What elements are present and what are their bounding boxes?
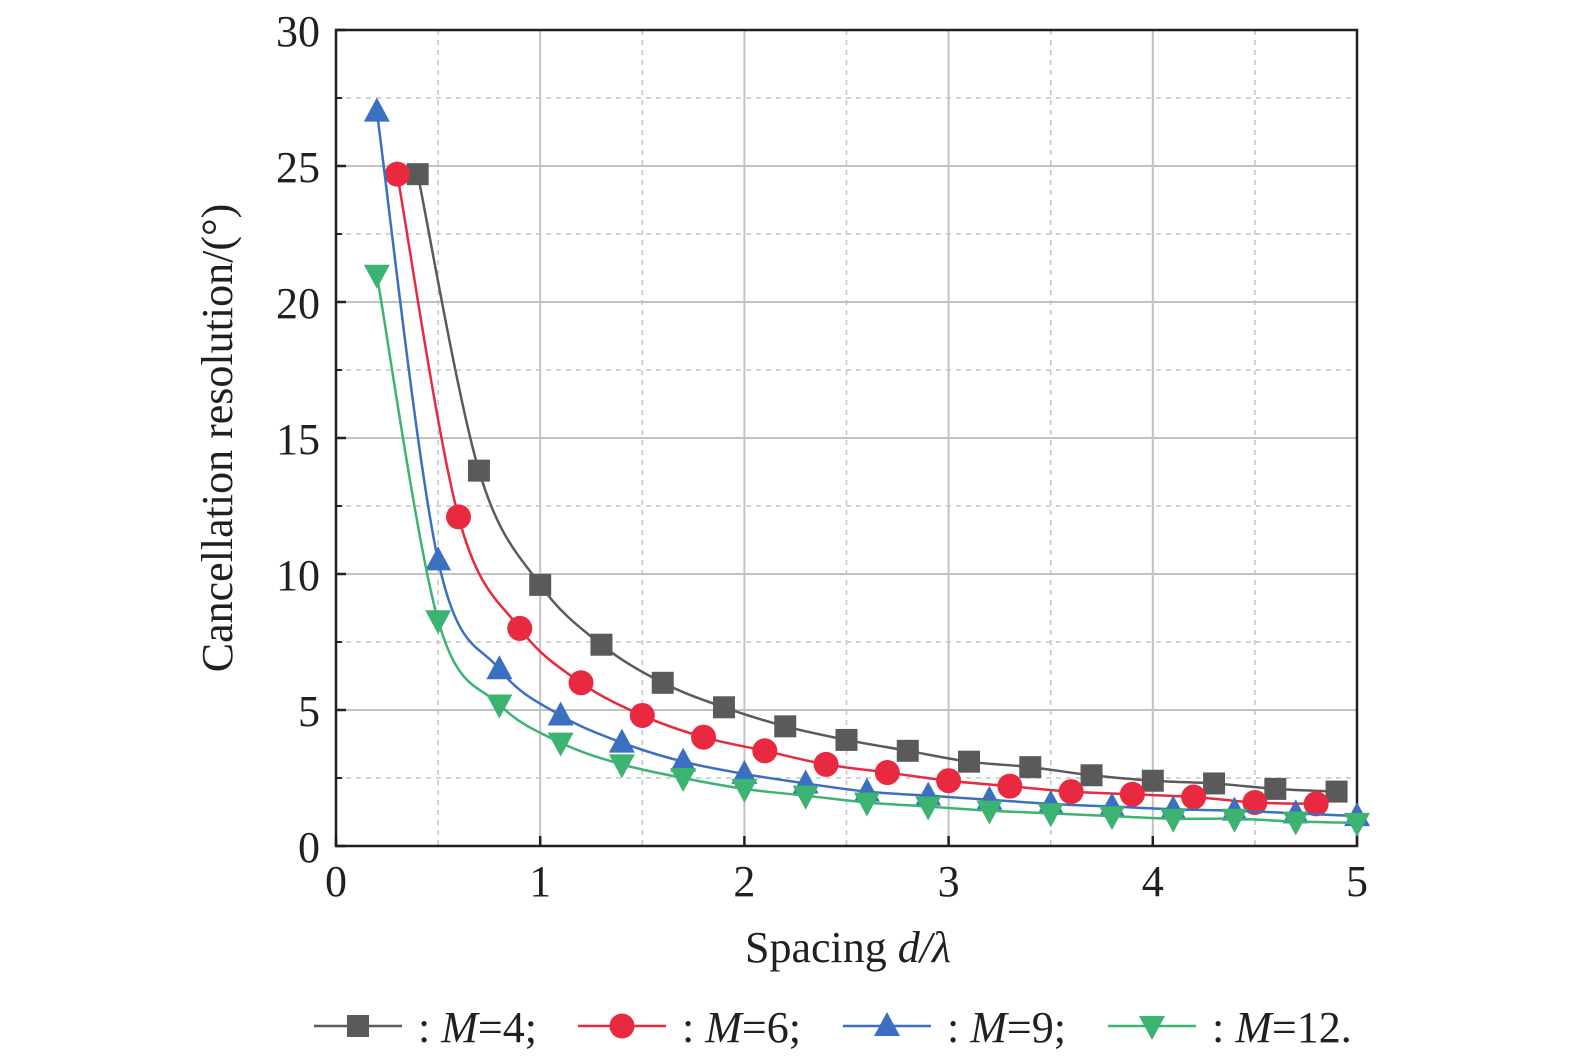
data-point xyxy=(568,670,594,696)
data-point xyxy=(467,459,490,482)
legend-label: : M=6; xyxy=(682,1003,801,1052)
y-tick-label: 30 xyxy=(276,7,320,56)
y-tick-label: 0 xyxy=(298,823,320,872)
data-point xyxy=(691,724,717,750)
legend-marker xyxy=(1139,1016,1165,1040)
data-point xyxy=(752,738,778,764)
data-point xyxy=(792,785,819,810)
data-point xyxy=(363,264,390,289)
legend-entry: : M=4; xyxy=(314,1003,537,1052)
data-point xyxy=(629,702,655,728)
data-point xyxy=(1203,772,1226,795)
legend-entry: : M=6; xyxy=(578,1003,801,1052)
legend: : M=4; : M=6; : M=9; : M=12. xyxy=(314,1003,1352,1052)
legend-label: : M=12. xyxy=(1212,1003,1352,1052)
data-point xyxy=(1181,784,1207,810)
data-point xyxy=(813,751,839,777)
y-axis-title: Cancellation resolution/(°) xyxy=(193,204,242,672)
series-M6 xyxy=(384,161,1329,817)
data-point xyxy=(731,759,758,784)
data-point xyxy=(1264,777,1287,800)
data-point xyxy=(384,161,410,187)
x-tick-label: 1 xyxy=(529,857,551,906)
data-point xyxy=(896,739,919,762)
y-tick-label: 10 xyxy=(276,551,320,600)
data-point xyxy=(1080,764,1103,787)
data-point xyxy=(486,694,513,719)
data-point xyxy=(1344,812,1370,837)
legend-marker xyxy=(609,1013,635,1039)
legend-marker xyxy=(347,1015,369,1037)
legend-marker xyxy=(874,1012,900,1036)
data-point xyxy=(670,747,697,772)
data-point xyxy=(958,750,981,773)
data-point xyxy=(915,796,942,821)
data-point xyxy=(507,615,533,641)
data-point xyxy=(446,504,472,530)
data-point xyxy=(363,97,390,122)
series-M4 xyxy=(406,163,1348,803)
data-point xyxy=(1303,791,1329,817)
legend-label: : M=9; xyxy=(947,1003,1066,1052)
x-axis-title-var: d/λ xyxy=(898,923,951,972)
data-point xyxy=(1098,806,1125,831)
x-tick-label: 2 xyxy=(733,857,755,906)
x-axis-title-prefix: Spacing xyxy=(745,923,898,972)
data-point xyxy=(835,728,858,751)
series-layer xyxy=(363,97,1370,837)
data-point xyxy=(425,546,452,571)
data-point xyxy=(547,732,574,757)
grid-lines xyxy=(336,30,1357,846)
data-point xyxy=(547,701,574,726)
data-point xyxy=(1160,808,1187,833)
data-point xyxy=(425,610,452,635)
y-tick-label: 25 xyxy=(276,143,320,192)
x-tick-label: 5 xyxy=(1346,857,1368,906)
x-axis-title: Spacing d/λ xyxy=(745,923,951,972)
series-M12 xyxy=(363,264,1370,837)
data-point xyxy=(1019,756,1042,779)
data-point xyxy=(997,773,1023,799)
legend-label: : M=4; xyxy=(418,1003,537,1052)
y-tick-label: 20 xyxy=(276,279,320,328)
x-tick-label: 4 xyxy=(1142,857,1164,906)
data-point xyxy=(651,671,674,694)
data-point xyxy=(1058,779,1084,805)
series-line xyxy=(375,274,1358,825)
legend-entry: : M=9; xyxy=(843,1003,1066,1052)
data-point xyxy=(874,760,900,786)
series-line xyxy=(416,173,1337,793)
legend-entry: : M=12. xyxy=(1108,1003,1352,1052)
data-point xyxy=(529,573,552,596)
data-point xyxy=(1037,803,1064,828)
data-point xyxy=(1325,780,1348,803)
data-point xyxy=(1242,789,1268,815)
axis-ticks: 0 1 2 3 4 5 0 5 10 15 20 25 30 xyxy=(276,7,1368,906)
data-point xyxy=(590,633,613,656)
data-point xyxy=(731,778,758,803)
data-point xyxy=(712,696,735,719)
data-point xyxy=(976,800,1003,825)
x-tick-label: 3 xyxy=(938,857,960,906)
data-point xyxy=(774,715,797,738)
data-point xyxy=(1221,808,1248,833)
data-point xyxy=(608,754,635,779)
data-point xyxy=(1141,769,1164,792)
x-tick-label: 0 xyxy=(325,857,347,906)
data-point xyxy=(608,728,635,753)
y-tick-label: 15 xyxy=(276,415,320,464)
data-point xyxy=(486,655,513,680)
data-point xyxy=(853,792,880,817)
data-point xyxy=(936,768,962,794)
data-point xyxy=(1119,781,1145,807)
data-point xyxy=(406,163,429,186)
data-point xyxy=(670,768,697,792)
y-tick-label: 5 xyxy=(298,687,320,736)
data-point xyxy=(1282,811,1309,836)
